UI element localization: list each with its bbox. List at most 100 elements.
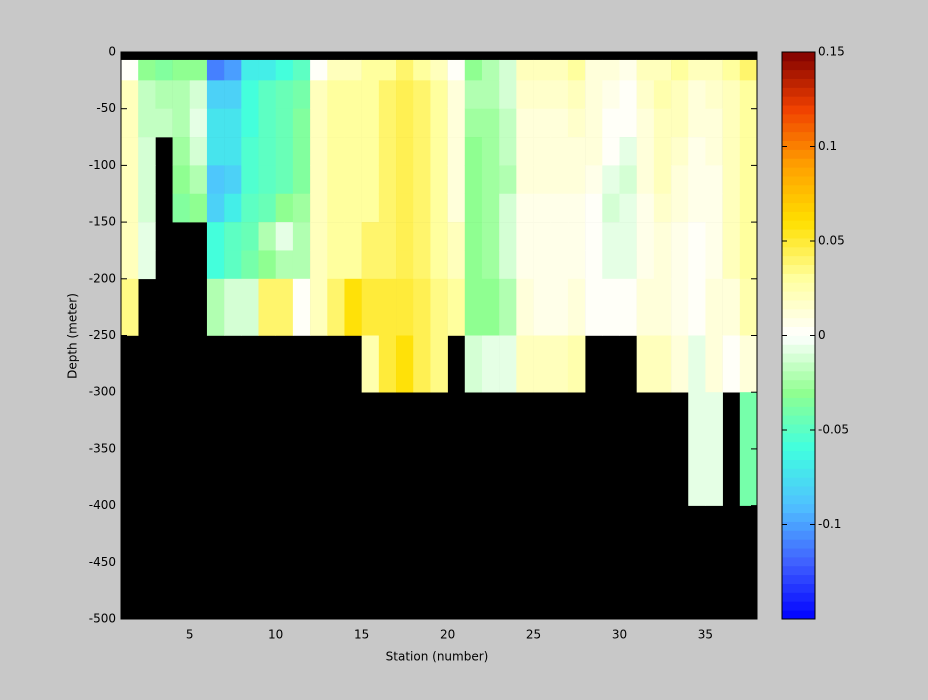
cell (671, 335, 689, 393)
y-tick-label: -350 (89, 441, 116, 455)
cell (722, 165, 741, 195)
cell (499, 193, 517, 223)
cell (430, 222, 448, 251)
cell (722, 80, 741, 109)
cell (447, 165, 466, 195)
colorbar-step (782, 300, 815, 310)
cell (172, 80, 191, 109)
colorbar-step (782, 362, 815, 372)
cell (413, 80, 431, 109)
colorbar-step (782, 308, 815, 319)
colorbar-step (782, 592, 815, 602)
cell (189, 137, 208, 166)
colorbar-step (782, 193, 815, 204)
cell (619, 278, 637, 336)
cell (430, 193, 448, 223)
cell (241, 278, 259, 336)
cell (292, 193, 311, 223)
cell (241, 222, 259, 251)
cell (567, 59, 586, 81)
cell (138, 108, 156, 138)
colorbar-step (782, 477, 815, 487)
cell (292, 250, 311, 280)
cell (241, 59, 259, 81)
cell (481, 108, 500, 138)
y-tick-label: -150 (89, 215, 116, 229)
colorbar-step (782, 158, 815, 168)
colorbar-tick-label: 0.05 (818, 234, 845, 248)
cell (241, 108, 259, 138)
x-tick-label: 25 (526, 628, 541, 642)
cell (258, 80, 277, 109)
cell (464, 80, 483, 109)
cell (688, 80, 706, 109)
cell (378, 108, 397, 138)
y-tick-label: -100 (89, 158, 116, 172)
colorbar-step (782, 379, 815, 390)
cell (550, 278, 569, 336)
y-axis-label: Depth (meter) (66, 293, 80, 379)
cell (516, 335, 534, 393)
cell (121, 222, 139, 251)
cell (292, 59, 311, 81)
cell (310, 137, 328, 166)
cell (189, 165, 208, 195)
cell (722, 335, 741, 393)
cell (430, 108, 448, 138)
cell (533, 250, 552, 280)
cell (275, 137, 294, 166)
cell (206, 278, 225, 336)
colorbar-step (782, 335, 815, 345)
cell (413, 165, 431, 195)
cell (688, 250, 706, 280)
cell (258, 193, 277, 223)
cell (344, 165, 362, 195)
cell (481, 165, 500, 195)
cell (516, 165, 534, 195)
cell (533, 193, 552, 223)
cell (585, 108, 603, 138)
cell (378, 222, 397, 251)
cell (688, 335, 706, 393)
cell (241, 80, 259, 109)
cell (292, 137, 311, 166)
cell (464, 165, 483, 195)
cell (499, 250, 517, 280)
cell (464, 137, 483, 166)
colorbar-step (782, 565, 815, 576)
cell (602, 59, 620, 81)
cell (447, 137, 466, 166)
colorbar-step (782, 220, 815, 230)
cell (344, 193, 362, 223)
cell (310, 108, 328, 138)
cell (636, 108, 655, 138)
cell (292, 80, 311, 109)
cell (396, 59, 414, 81)
colorbar-step (782, 574, 815, 584)
colorbar-step (782, 503, 815, 514)
cell (361, 59, 380, 81)
cell (585, 80, 603, 109)
cell (636, 193, 655, 223)
cell (206, 137, 225, 166)
cell (447, 80, 466, 109)
cell (258, 137, 277, 166)
cell (739, 165, 758, 195)
cell (155, 80, 173, 109)
cell (653, 137, 672, 166)
colorbar-step (782, 441, 815, 452)
colorbar-step (782, 432, 815, 443)
cell (447, 108, 466, 138)
cell (378, 59, 397, 81)
cells (121, 59, 758, 506)
cell (722, 59, 741, 81)
cell (361, 137, 380, 166)
cell (172, 165, 191, 195)
colorbar-step (782, 468, 815, 478)
cell (705, 108, 723, 138)
cell (602, 137, 620, 166)
cell (499, 80, 517, 109)
cell (361, 108, 380, 138)
cell (121, 250, 139, 280)
cell (619, 222, 637, 251)
